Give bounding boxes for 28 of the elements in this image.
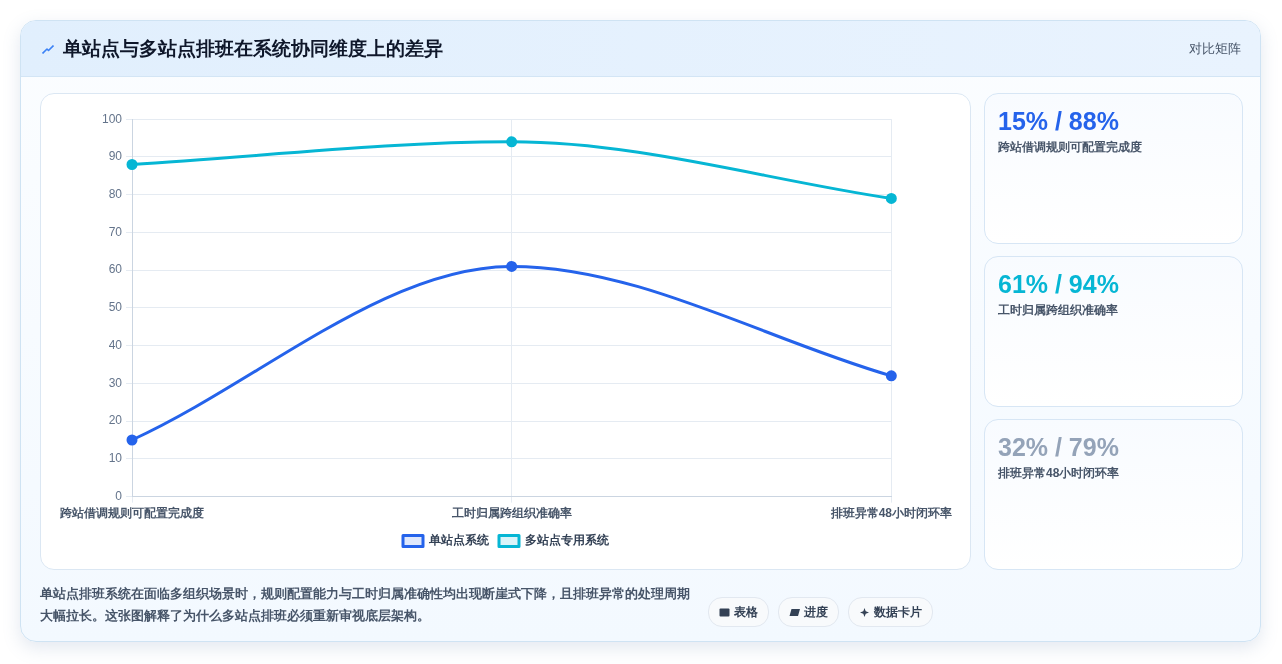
y-tick-label: 30 — [108, 375, 123, 390]
y-tick-label: 20 — [108, 413, 123, 428]
text: 进度 — [804, 603, 828, 621]
y-tick-label: 80 — [108, 186, 123, 201]
y-tick-label: 100 — [101, 111, 123, 126]
y-tick-label: 90 — [108, 149, 123, 164]
category-label: 排班异常48小时闭环率 — [998, 466, 1120, 480]
x-tick-label: 排班异常48小时闭环率 — [829, 506, 953, 521]
y-tick-label: 60 — [108, 262, 123, 277]
text: 15% / 88% — [998, 106, 1119, 136]
x-tick-label: 跨站借调规则可配置完成度 — [59, 506, 204, 521]
chart-title: 单站点与多站点排班在系统协同维度上的差异 — [63, 37, 443, 61]
y-tick-label: 10 — [108, 451, 123, 466]
y-tick-label: 70 — [108, 224, 123, 239]
legend-label: 单站点系统 — [428, 533, 490, 548]
y-tick-label: 50 — [108, 300, 123, 315]
text: 61% / 94% — [998, 269, 1119, 299]
legend-label: 多站点专用系统 — [525, 533, 610, 548]
y-tick-label: 0 — [115, 488, 123, 503]
x-tick-label: 工时归属跨组织准确率 — [450, 506, 572, 521]
y-tick-label: 40 — [108, 337, 123, 352]
text: 单站点排班系统在面临多组织场景时，规则配置能力与工时归属准确性均出现断崖式下降，且排班异常的处理周期大幅拉长。这张图解释了为什么多站点排班必须重新审视底层架构。 — [40, 585, 691, 625]
category-label: 工时归属跨组织准确率 — [998, 303, 1118, 317]
category-label: 跨站借调规则可配置完成度 — [998, 140, 1142, 154]
text: 对比矩阵 — [1189, 40, 1241, 58]
text: 数据卡片 — [874, 603, 922, 621]
text: 表格 — [734, 603, 758, 621]
text: 32% / 79% — [998, 432, 1119, 462]
